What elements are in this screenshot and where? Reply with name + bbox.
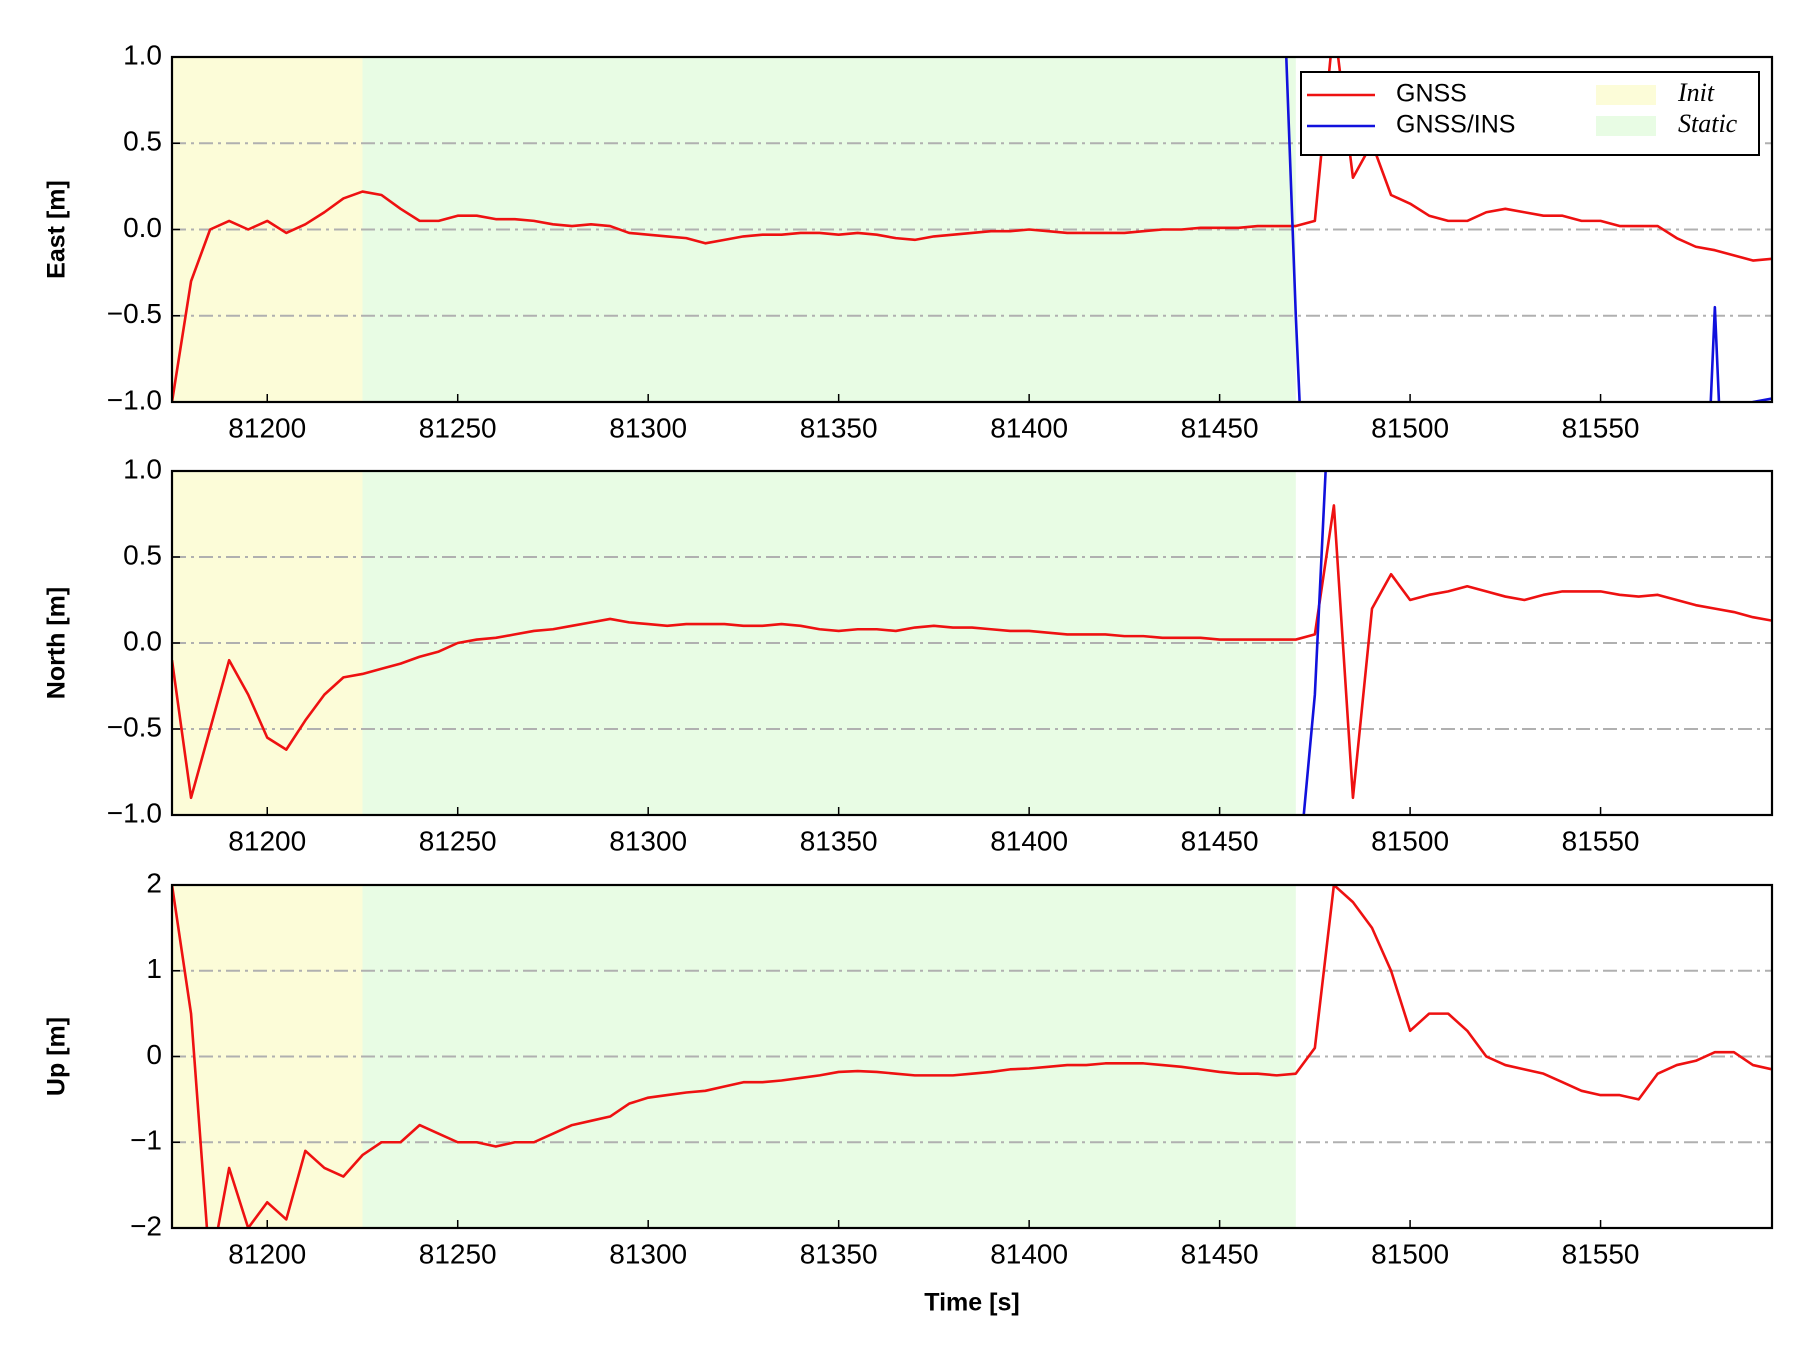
x-tick-label: 81450: [1181, 1238, 1259, 1269]
x-axis-label: Time [s]: [924, 1289, 1019, 1317]
y-axis-label: North [m]: [43, 587, 71, 699]
data-line: [1302, 471, 1327, 815]
legend-label: Static: [1678, 109, 1738, 138]
x-tick-label: 81450: [1181, 412, 1259, 443]
y-tick-label: 0.0: [123, 212, 162, 243]
x-tick-label: 81350: [800, 825, 878, 856]
y-tick-label: −1.0: [107, 797, 162, 828]
data-line: [172, 885, 1772, 1228]
axes-frame: [170, 469, 1774, 817]
y-tick-label: 0.0: [123, 625, 162, 656]
legend-box: [1300, 71, 1760, 156]
y-tick-label: 1.0: [123, 453, 162, 484]
y-tick-label: 0: [146, 1039, 162, 1070]
x-tick-label: 81400: [990, 412, 1068, 443]
legend-label: Init: [1677, 78, 1715, 107]
x-tick-label: 81500: [1371, 825, 1449, 856]
axes-frame: [170, 883, 1774, 1230]
x-tick-label: 81200: [228, 825, 306, 856]
x-tick-label: 81250: [419, 1238, 497, 1269]
legend-patch: [1596, 85, 1656, 105]
axes-frame: [170, 55, 1774, 404]
x-tick-label: 81350: [800, 412, 878, 443]
series-layer: [172, 885, 1772, 1228]
x-tick-label: 81500: [1371, 1238, 1449, 1269]
data-line: [1284, 57, 1772, 402]
y-axis-label: Up [m]: [43, 1017, 71, 1096]
x-tick-label: 81400: [990, 825, 1068, 856]
x-tick-label: 81300: [609, 825, 687, 856]
y-tick-label: −0.5: [107, 298, 162, 329]
x-tick-label: 81500: [1371, 412, 1449, 443]
y-tick-label: −1: [130, 1125, 162, 1156]
x-tick-label: 81550: [1562, 1238, 1640, 1269]
x-tick-label: 81300: [609, 412, 687, 443]
x-tick-label: 81200: [228, 1238, 306, 1269]
legend-patch: [1596, 116, 1656, 136]
y-tick-label: 0.5: [123, 126, 162, 157]
x-tick-label: 81400: [990, 1238, 1068, 1269]
x-tick-label: 81200: [228, 412, 306, 443]
legend-label: GNSS/INS: [1396, 111, 1515, 139]
data-line: [172, 504, 1772, 800]
x-tick-label: 81550: [1562, 412, 1640, 443]
data-line: [172, 57, 1772, 402]
series-layer: [172, 57, 1772, 402]
x-tick-label: 81250: [419, 825, 497, 856]
y-tick-label: 0.5: [123, 539, 162, 570]
legend-label: GNSS: [1396, 80, 1467, 108]
x-tick-label: 81350: [800, 1238, 878, 1269]
y-tick-label: 2: [146, 867, 162, 898]
y-tick-label: 1.0: [123, 39, 162, 70]
y-tick-label: −1.0: [107, 384, 162, 415]
x-tick-label: 81250: [419, 412, 497, 443]
series-layer: [172, 471, 1772, 815]
x-tick-label: 81550: [1562, 825, 1640, 856]
y-tick-label: −2: [130, 1210, 162, 1241]
x-tick-label: 81300: [609, 1238, 687, 1269]
x-tick-label: 81450: [1181, 825, 1259, 856]
y-tick-label: −0.5: [107, 711, 162, 742]
y-axis-label: East [m]: [43, 180, 71, 279]
y-tick-label: 1: [146, 953, 162, 984]
